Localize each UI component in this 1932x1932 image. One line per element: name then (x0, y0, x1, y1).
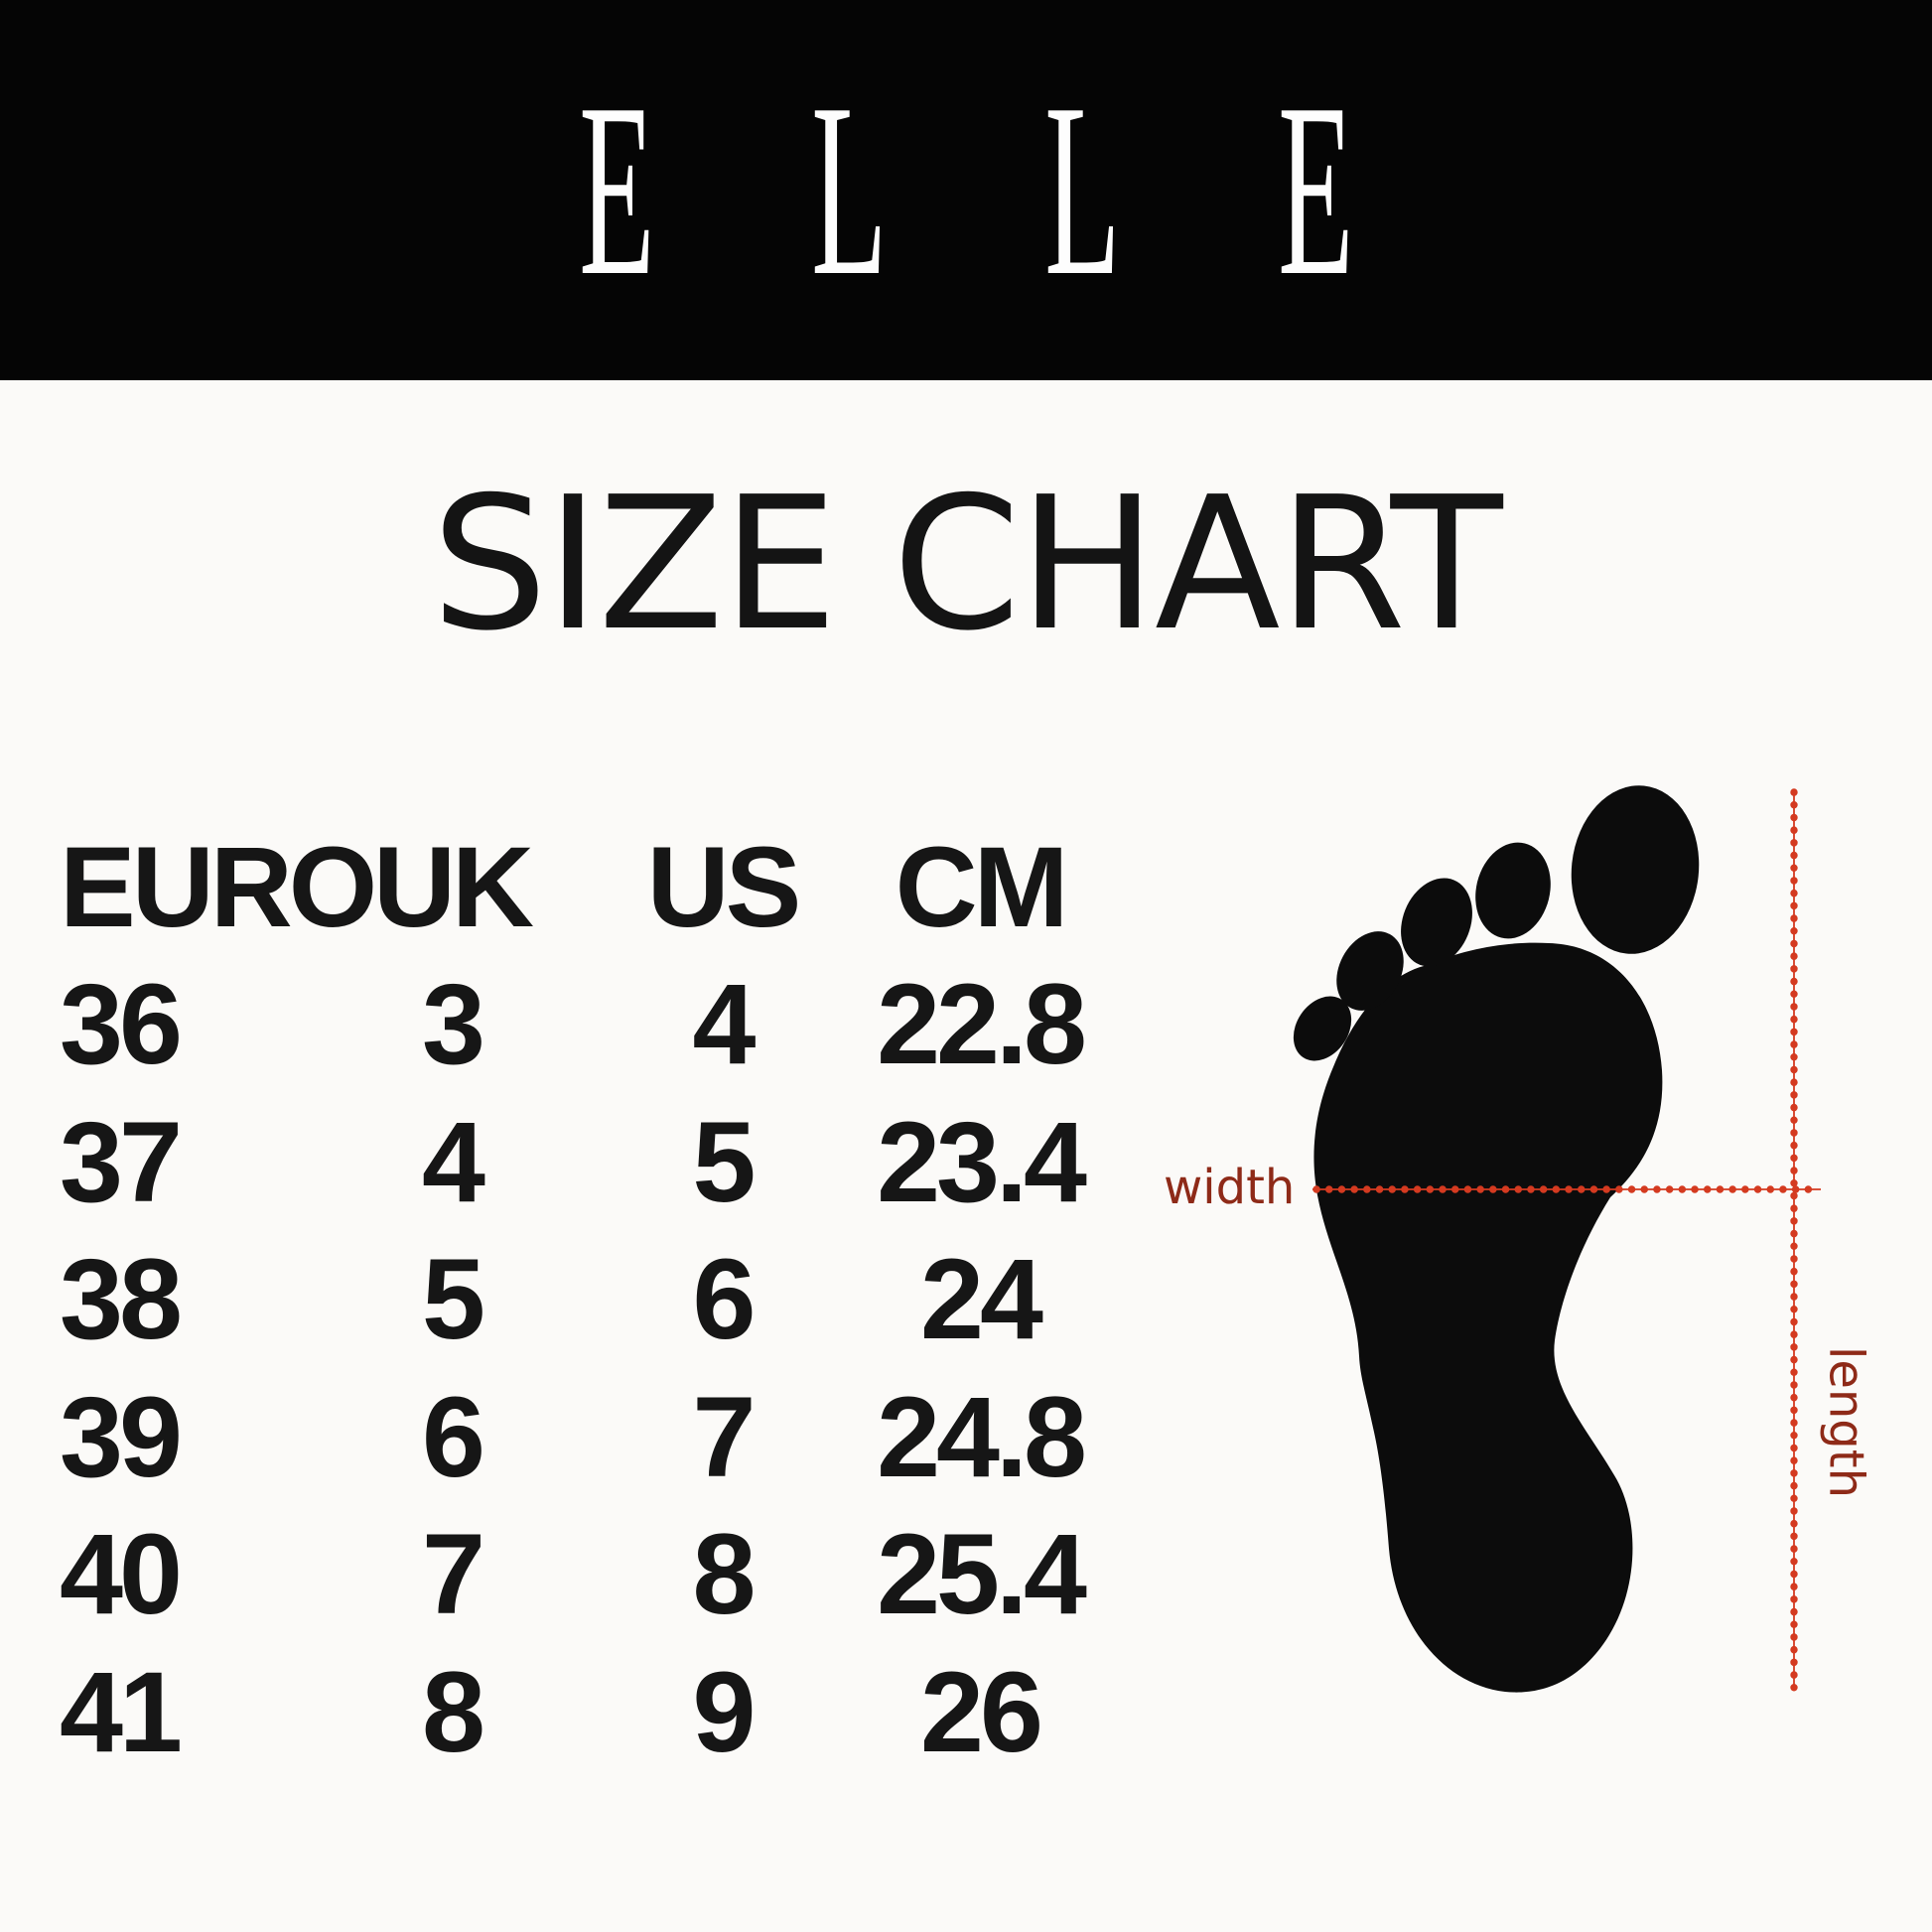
logo-letter: E (578, 52, 655, 328)
table-row: 38 5 6 24 (0, 1243, 1172, 1362)
cell-euro: 39 (60, 1374, 183, 1501)
cell-cm: 22.8 (877, 961, 1087, 1088)
cell-us: 7 (692, 1374, 757, 1501)
little-toe (1293, 996, 1352, 1061)
table-row: 36 3 4 22.8 (0, 968, 1172, 1087)
logo-letter: E (1277, 52, 1354, 328)
table-row: 37 4 5 23.4 (0, 1106, 1172, 1225)
cell-cm: 23.4 (877, 1099, 1087, 1226)
column-header-uk: UK (372, 824, 534, 951)
length-label: length (1818, 1346, 1874, 1498)
cell-euro: 40 (60, 1511, 183, 1638)
cell-uk: 4 (422, 1099, 485, 1226)
elle-logo: E L L E (541, 52, 1392, 328)
brand-banner: E L L E (0, 0, 1932, 380)
cell-us: 9 (692, 1649, 757, 1776)
table-row: 41 8 9 26 (0, 1656, 1172, 1775)
size-table-header-row: EURO UK US CM (0, 831, 1172, 950)
cell-euro: 41 (60, 1649, 183, 1776)
column-header-euro: EURO (60, 824, 377, 951)
cell-euro: 36 (60, 961, 183, 1088)
cell-us: 6 (692, 1236, 757, 1363)
cell-us: 5 (692, 1099, 757, 1226)
cell-cm: 25.4 (877, 1511, 1087, 1638)
page-title: SIZE CHART (431, 457, 1502, 671)
big-toe (1571, 785, 1700, 954)
cell-cm: 26 (920, 1649, 1043, 1776)
logo-letter: L (1044, 52, 1121, 328)
cell-cm: 24.8 (877, 1374, 1087, 1501)
fourth-toe (1336, 931, 1404, 1011)
table-row: 39 6 7 24.8 (0, 1381, 1172, 1500)
cell-us: 4 (692, 961, 757, 1088)
cell-uk: 6 (422, 1374, 485, 1501)
footprint-icon (1293, 785, 1700, 1693)
logo-letter: L (811, 52, 888, 328)
width-label: width (1164, 1160, 1296, 1215)
cell-uk: 3 (422, 961, 485, 1088)
third-toe (1401, 878, 1472, 967)
cell-euro: 38 (60, 1236, 183, 1363)
cell-euro: 37 (60, 1099, 183, 1226)
cell-cm: 24 (920, 1236, 1043, 1363)
cell-us: 8 (692, 1511, 757, 1638)
column-header-cm: CM (895, 824, 1069, 951)
cell-uk: 5 (422, 1236, 485, 1363)
second-toe (1475, 842, 1551, 939)
cell-uk: 7 (422, 1511, 485, 1638)
column-header-us: US (646, 824, 802, 951)
cell-uk: 8 (422, 1649, 485, 1776)
table-row: 40 7 8 25.4 (0, 1518, 1172, 1637)
